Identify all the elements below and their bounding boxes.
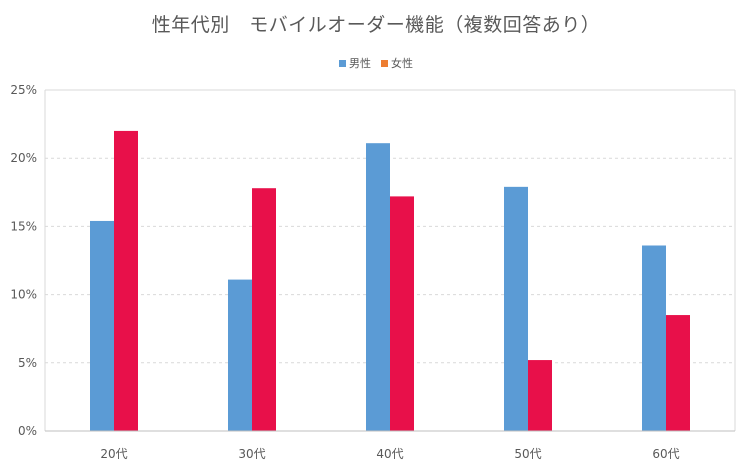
legend-swatch-female [381,59,388,67]
y-tick-label: 20% [10,151,37,165]
legend-swatch-male [339,59,346,67]
legend-item-male: 男性 [339,55,371,71]
bar-male [366,143,390,432]
y-tick-label: 10% [10,288,37,302]
x-tick-label: 40代 [376,447,403,461]
y-tick-label: 5% [18,356,37,370]
x-tick-label: 50代 [514,447,541,461]
bar-female [252,188,276,431]
y-tick-label: 0% [18,424,37,438]
x-tick-label: 30代 [238,447,265,461]
bar-male [504,186,528,431]
chart-legend: 男性 女性 [0,55,752,71]
x-tick-label: 20代 [100,447,127,461]
bar-male [642,245,666,431]
bar-male [90,220,114,431]
bar-male [228,279,252,431]
bar-female [666,315,690,431]
x-tick-label: 60代 [652,447,679,461]
bar-female [528,360,552,431]
bar-female [390,196,414,431]
bar-female [114,130,138,432]
y-tick-label: 15% [10,219,37,233]
chart-title: 性年代別 モバイルオーダー機能（複数回答あり） [151,14,601,36]
legend-item-female: 女性 [381,55,413,71]
legend-label-male: 男性 [349,57,371,70]
y-tick-label: 25% [10,83,37,97]
legend-label-female: 女性 [391,57,413,70]
